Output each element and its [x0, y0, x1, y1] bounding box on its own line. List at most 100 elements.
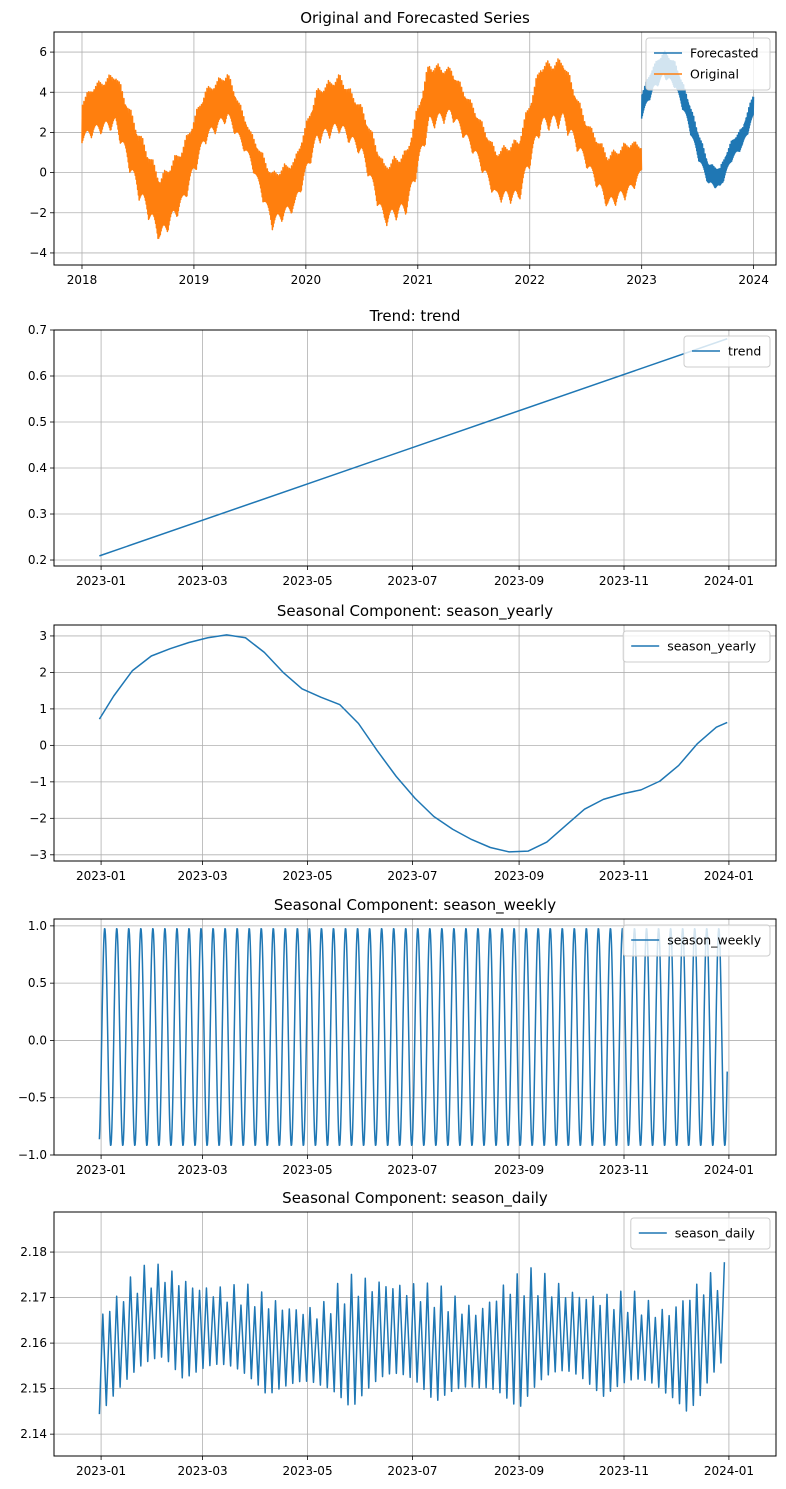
y-tick-label: 0.7	[28, 323, 47, 337]
y-tick-label: −1.0	[18, 1148, 47, 1162]
y-tick-label: 2.18	[20, 1245, 47, 1259]
x-tick-label: 2023-11	[599, 869, 649, 883]
x-tick-label: 2022	[514, 273, 545, 287]
y-tick-label: 2	[39, 125, 47, 139]
x-tick-label: 2023-05	[282, 1464, 332, 1478]
x-tick-label: 2023-07	[387, 1464, 437, 1478]
chart-title: Original and Forecasted Series	[300, 9, 530, 27]
y-tick-label: 1	[39, 702, 47, 716]
x-tick-label: 2018	[67, 273, 98, 287]
x-tick-label: 2023-09	[494, 1163, 544, 1177]
chart-panel-2: Trend: trend 2023-01 2023-03 2023-05 2023-07…	[28, 307, 777, 588]
y-tick-label: 0	[39, 738, 47, 752]
x-tick-label: 2023-09	[494, 574, 544, 588]
x-tick-label: 2021	[403, 273, 434, 287]
x-tick-label: 2023-05	[282, 1163, 332, 1177]
y-tick-label: 0.5	[28, 415, 47, 429]
y-tick-label: 0.2	[28, 553, 47, 567]
chart-title: Seasonal Component: season_daily	[282, 1189, 548, 1208]
x-tick-label: 2023-05	[282, 869, 332, 883]
x-tick-label: 2023-05	[282, 574, 332, 588]
x-tick-label: 2023-03	[177, 574, 227, 588]
y-tick-label: 2	[39, 665, 47, 679]
y-tick-label: −2	[29, 811, 47, 825]
y-tick-label: 0.6	[28, 369, 47, 383]
x-tick-label: 2023-01	[76, 869, 126, 883]
y-tick-label: −2	[29, 206, 47, 220]
x-tick-label: 2023-09	[494, 869, 544, 883]
legend-label: season_daily	[675, 1226, 756, 1241]
legend: season_daily	[630, 1217, 771, 1250]
x-tick-label: 2024-01	[704, 869, 754, 883]
chart-title: Seasonal Component: season_weekly	[274, 896, 556, 915]
x-tick-label: 2023-09	[494, 1464, 544, 1478]
x-tick-label: 2019	[179, 273, 210, 287]
y-tick-label: 2.16	[20, 1336, 47, 1350]
chart-panel-4: Seasonal Component: season_weekly 2023-01…	[18, 896, 777, 1177]
y-tick-label: 2.15	[20, 1382, 47, 1396]
y-tick-label: 0.5	[28, 976, 47, 990]
axes-frame	[53, 624, 777, 862]
legend: season_yearly	[622, 630, 771, 663]
x-tick-label: 2023-11	[599, 1163, 649, 1177]
axes-frame	[53, 329, 777, 567]
x-tick-label: 2023-03	[177, 869, 227, 883]
y-tick-label: 6	[39, 45, 47, 59]
x-tick-label: 2023-01	[76, 574, 126, 588]
x-tick-label: 2023-07	[387, 574, 437, 588]
chart-panel-5: Seasonal Component: season_daily 2023-01 2…	[20, 1189, 777, 1478]
y-tick-label: 0.3	[28, 507, 47, 521]
x-tick-label: 2023-01	[76, 1464, 126, 1478]
x-tick-label: 2024	[738, 273, 769, 287]
x-tick-label: 2023-11	[599, 574, 649, 588]
chart-panel-3: Seasonal Component: season_yearly 2023-01…	[29, 602, 777, 883]
series-line-season_daily	[98, 1262, 726, 1415]
y-tick-label: −3	[29, 848, 47, 862]
y-tick-label: 1.0	[28, 919, 47, 933]
chart-title: Trend: trend	[369, 307, 461, 325]
y-tick-label: 0.4	[28, 461, 47, 475]
legend-label: Original	[690, 67, 739, 82]
x-tick-label: 2023-11	[599, 1464, 649, 1478]
legend: trend	[683, 335, 771, 368]
legend-box	[645, 37, 771, 91]
x-tick-label: 2020	[291, 273, 322, 287]
series-line-season_weekly	[98, 927, 728, 1147]
legend-label: Forecasted	[690, 46, 759, 61]
x-tick-label: 2023	[626, 273, 657, 287]
series-line-original	[81, 58, 643, 240]
legend-label: season_weekly	[667, 933, 762, 948]
axes-frame	[53, 31, 777, 266]
legend-label: season_yearly	[667, 639, 757, 654]
y-tick-label: −1	[29, 775, 47, 789]
x-tick-label: 2024-01	[704, 574, 754, 588]
legend-box	[683, 335, 771, 368]
series-line-trend	[99, 338, 728, 557]
y-tick-label: 2.17	[20, 1291, 47, 1305]
y-tick-label: −0.5	[18, 1091, 47, 1105]
axes-frame	[53, 1211, 777, 1457]
x-tick-label: 2023-03	[177, 1163, 227, 1177]
y-tick-label: 0.0	[28, 1033, 47, 1047]
x-tick-label: 2024-01	[704, 1464, 754, 1478]
x-tick-label: 2024-01	[704, 1163, 754, 1177]
y-tick-label: 3	[39, 629, 47, 643]
y-tick-label: 2.14	[20, 1427, 47, 1441]
y-tick-label: 0	[39, 166, 47, 180]
axes-frame	[53, 918, 777, 1156]
legend-box	[630, 1217, 771, 1250]
legend-label: trend	[728, 344, 761, 359]
x-tick-label: 2023-07	[387, 1163, 437, 1177]
legend: season_weekly	[622, 924, 771, 957]
chart-title: Seasonal Component: season_yearly	[277, 602, 553, 621]
series-line-season_yearly	[98, 634, 728, 853]
legend-box	[622, 630, 771, 663]
y-tick-label: −4	[29, 246, 47, 260]
y-tick-label: 4	[39, 85, 47, 99]
x-tick-label: 2023-01	[76, 1163, 126, 1177]
x-tick-label: 2023-03	[177, 1464, 227, 1478]
x-tick-label: 2023-07	[387, 869, 437, 883]
legend: Forecasted Original	[645, 37, 771, 91]
legend-box	[622, 924, 771, 957]
